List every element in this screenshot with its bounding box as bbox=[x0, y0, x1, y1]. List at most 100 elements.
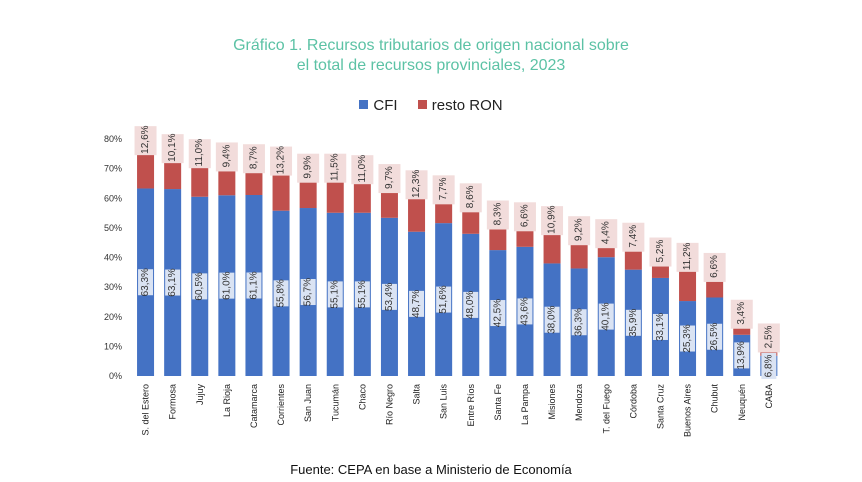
data-label-resto-ron: 11,0% bbox=[357, 155, 368, 183]
data-label-bg-cfi bbox=[246, 272, 262, 299]
data-label-bg-cfi bbox=[381, 283, 397, 310]
category-label: Jujuy bbox=[195, 384, 205, 406]
y-tick-label: 70% bbox=[104, 164, 122, 174]
bar-resto-ron bbox=[272, 171, 290, 211]
bar-resto-ron bbox=[435, 200, 453, 224]
data-label-bg-resto-ron bbox=[270, 146, 293, 176]
data-label-bg-resto-ron bbox=[351, 155, 374, 185]
data-label-bg-resto-ron bbox=[188, 139, 211, 169]
data-label-bg-cfi bbox=[544, 306, 560, 333]
category-label: Chubut bbox=[710, 384, 720, 414]
data-label-bg-resto-ron bbox=[513, 202, 536, 232]
data-label-cfi: 55,8% bbox=[276, 279, 287, 307]
bar-resto-ron bbox=[706, 277, 724, 298]
data-label-resto-ron: 7,4% bbox=[628, 225, 639, 248]
data-label-bg-cfi bbox=[300, 279, 316, 306]
category-label: Buenos Aires bbox=[683, 384, 693, 438]
category-label: T. del Fuego bbox=[601, 384, 611, 434]
data-label-cfi: 42,5% bbox=[492, 299, 503, 327]
data-label-resto-ron: 3,4% bbox=[736, 302, 747, 325]
source-note: Fuente: CEPA en base a Ministerio de Eco… bbox=[290, 462, 572, 477]
bar-resto-ron bbox=[543, 231, 561, 264]
data-label-bg-cfi bbox=[652, 313, 668, 340]
data-label-cfi: 61,0% bbox=[221, 271, 232, 299]
data-label-cfi: 33,1% bbox=[655, 313, 666, 341]
bar-resto-ron bbox=[624, 247, 642, 270]
data-label-cfi: 48,0% bbox=[465, 291, 476, 319]
category-label: San Juan bbox=[303, 384, 313, 422]
data-label-bg-resto-ron bbox=[459, 183, 482, 213]
data-label-cfi: 53,4% bbox=[384, 283, 395, 311]
category-label: Córdoba bbox=[628, 384, 638, 419]
y-tick-label: 60% bbox=[104, 193, 122, 203]
category-label: La Rioja bbox=[222, 384, 232, 417]
data-label-cfi: 6,8% bbox=[763, 354, 774, 377]
data-label-bg-resto-ron bbox=[242, 144, 265, 174]
data-label-bg-cfi bbox=[734, 342, 750, 369]
data-label-bg-resto-ron bbox=[405, 170, 428, 200]
data-label-resto-ron: 9,9% bbox=[303, 156, 314, 179]
data-label-bg-cfi bbox=[680, 325, 696, 352]
bar-resto-ron bbox=[326, 178, 344, 213]
data-label-resto-ron: 9,4% bbox=[221, 144, 232, 167]
category-label: Catamarca bbox=[249, 384, 259, 428]
data-label-cfi: 48,7% bbox=[411, 290, 422, 318]
data-label-cfi: 51,6% bbox=[438, 285, 449, 313]
data-label-cfi: 56,7% bbox=[303, 278, 314, 306]
data-label-bg-cfi bbox=[409, 290, 425, 317]
data-label-bg-resto-ron bbox=[324, 153, 347, 183]
category-label: Salta bbox=[412, 384, 422, 405]
category-label: Corrientes bbox=[276, 384, 286, 426]
data-label-cfi: 63,1% bbox=[167, 268, 178, 296]
data-label-resto-ron: 6,6% bbox=[519, 204, 530, 227]
data-label-cfi: 55,1% bbox=[330, 280, 341, 308]
data-label-resto-ron: 7,7% bbox=[438, 177, 449, 200]
bar-resto-ron bbox=[679, 267, 697, 302]
data-label-cfi: 60,5% bbox=[194, 272, 205, 300]
data-label-bg-resto-ron bbox=[215, 142, 238, 172]
legend-label-resto-ron: resto RON bbox=[431, 97, 503, 114]
bar-resto-ron bbox=[218, 167, 236, 196]
category-label: Santa Cruz bbox=[655, 384, 665, 430]
data-label-cfi: 38,0% bbox=[547, 305, 558, 333]
data-label-bg-cfi bbox=[165, 269, 181, 296]
data-label-bg-cfi bbox=[625, 309, 641, 336]
data-label-resto-ron: 13,2% bbox=[276, 146, 287, 174]
data-label-bg-resto-ron bbox=[161, 134, 184, 164]
bar-resto-ron bbox=[137, 151, 155, 189]
bar-resto-ron bbox=[516, 227, 534, 247]
data-label-resto-ron: 12,6% bbox=[140, 125, 151, 153]
data-label-cfi: 26,5% bbox=[709, 322, 720, 350]
category-label: Río Negro bbox=[384, 384, 394, 425]
category-label: Chaco bbox=[357, 384, 367, 410]
data-label-bg-resto-ron bbox=[676, 242, 699, 272]
bar-resto-ron bbox=[462, 208, 480, 234]
y-tick-label: 50% bbox=[104, 223, 122, 233]
category-label: Mendoza bbox=[574, 384, 584, 421]
category-label: Santa Fe bbox=[493, 384, 503, 421]
data-label-cfi: 55,1% bbox=[357, 280, 368, 308]
data-label-cfi: 40,1% bbox=[601, 302, 612, 330]
data-label-bg-cfi bbox=[598, 303, 614, 330]
data-label-bg-resto-ron bbox=[486, 200, 509, 230]
data-label-bg-cfi bbox=[192, 273, 208, 300]
data-label-bg-resto-ron bbox=[432, 175, 455, 205]
y-tick-label: 0% bbox=[109, 371, 122, 381]
data-label-resto-ron: 9,7% bbox=[384, 166, 395, 189]
data-label-bg-cfi bbox=[138, 269, 154, 296]
category-label: La Pampa bbox=[520, 384, 530, 425]
data-label-bg-resto-ron bbox=[297, 153, 320, 183]
data-label-bg-resto-ron bbox=[703, 252, 726, 282]
data-label-bg-cfi bbox=[273, 280, 289, 307]
legend-item-cfi: CFI bbox=[359, 97, 398, 114]
bar-resto-ron bbox=[191, 164, 209, 197]
bar-resto-ron bbox=[380, 189, 398, 218]
data-label-bg-cfi bbox=[219, 272, 235, 299]
chart-title-line-2: el total de recursos provinciales, 2023 bbox=[296, 57, 566, 74]
y-tick-label: 10% bbox=[104, 341, 122, 351]
y-tick-label: 20% bbox=[104, 312, 122, 322]
category-label: Misiones bbox=[547, 384, 557, 420]
data-label-cfi: 13,9% bbox=[736, 341, 747, 369]
bar-resto-ron bbox=[489, 225, 507, 251]
category-label: Neuquén bbox=[737, 384, 747, 421]
